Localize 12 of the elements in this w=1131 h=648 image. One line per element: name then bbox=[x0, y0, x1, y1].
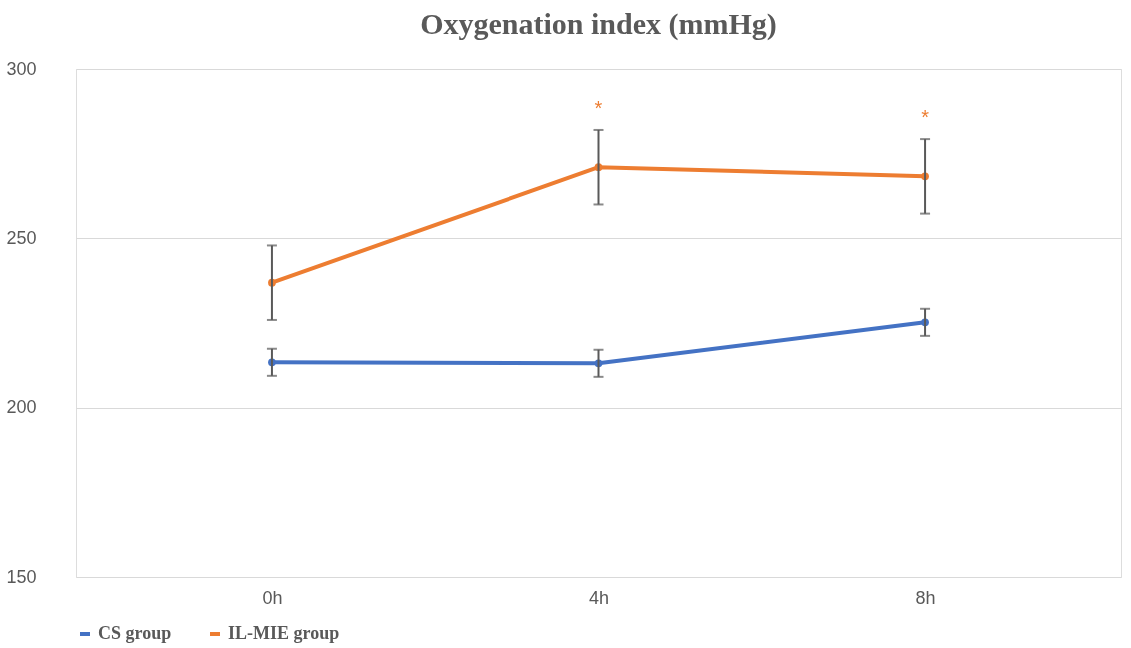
y-tick-label: 200 bbox=[6, 397, 37, 418]
chart-title: Oxygenation index (mmHg) bbox=[420, 7, 777, 41]
legend-label: CS group bbox=[98, 623, 172, 643]
x-tick-label: 8h bbox=[915, 587, 936, 608]
annotation: * bbox=[594, 97, 603, 120]
y-tick-label: 300 bbox=[6, 58, 37, 79]
y-tick-label: 150 bbox=[6, 566, 37, 587]
y-tick-label: 250 bbox=[6, 227, 37, 248]
x-tick-label: 4h bbox=[588, 587, 610, 608]
annotation: * bbox=[921, 106, 930, 129]
legend-label: IL-MIE group bbox=[228, 623, 340, 643]
x-tick-label: 0h bbox=[262, 587, 283, 608]
